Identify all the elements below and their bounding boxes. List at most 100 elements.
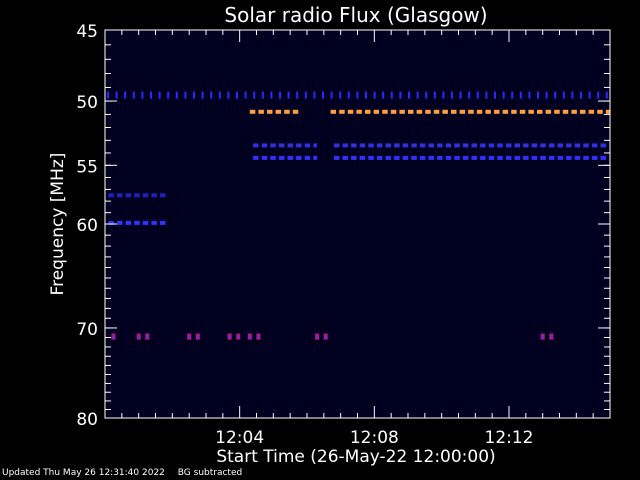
x-tick-label: 12:04	[215, 428, 264, 448]
texture-stripe	[271, 31, 272, 417]
feature-dash	[142, 220, 149, 225]
feature-dash	[583, 155, 589, 160]
texture-stripe	[403, 31, 404, 417]
texture-stripe	[295, 31, 296, 417]
feature-dash	[605, 109, 610, 114]
feature-tick	[502, 91, 505, 99]
feature-dash	[419, 143, 426, 148]
feature-tick	[193, 91, 195, 99]
texture-stripe	[179, 31, 180, 417]
y-tick-label: 60	[76, 216, 98, 236]
feature-dash	[249, 109, 256, 114]
feature-burst-core	[196, 335, 199, 339]
texture-stripe	[543, 31, 544, 417]
feature-tick	[175, 91, 178, 99]
feature-dash	[278, 143, 285, 148]
texture-stripe	[539, 31, 540, 417]
texture-stripe	[483, 31, 484, 417]
feature-dash	[557, 143, 563, 148]
texture-stripe	[219, 31, 220, 417]
feature-dash	[433, 109, 440, 114]
texture-stripe	[383, 31, 384, 417]
texture-stripe	[235, 31, 236, 417]
feature-tick	[459, 91, 462, 99]
texture-stripe	[223, 31, 224, 417]
texture-stripe	[335, 31, 336, 417]
texture-stripe	[359, 31, 360, 417]
feature-dash	[411, 155, 417, 160]
feature-dash	[142, 193, 149, 198]
feature-dash	[566, 155, 572, 160]
feature-dash	[385, 143, 391, 148]
feature-tick	[597, 91, 600, 99]
y-tick-label: 50	[76, 93, 98, 113]
feature-tick	[132, 91, 135, 99]
y-tick-label: 80	[76, 410, 98, 430]
feature-dash	[528, 109, 534, 114]
texture-stripe	[251, 31, 252, 417]
feature-dash	[531, 155, 538, 160]
feature-dash	[494, 109, 500, 114]
feature-dash	[385, 155, 391, 160]
feature-dash	[339, 109, 345, 114]
texture-stripe	[491, 31, 492, 417]
feature-dash	[108, 220, 114, 225]
feature-tick	[158, 91, 161, 99]
texture-stripe	[447, 31, 448, 417]
texture-stripe	[175, 31, 176, 417]
texture-stripe	[531, 31, 532, 417]
feature-dash	[514, 155, 520, 160]
texture-stripe	[571, 31, 572, 417]
feature-tick	[296, 91, 299, 99]
feature-dash	[368, 143, 374, 148]
texture-stripe	[411, 31, 412, 417]
x-tick-label: 12:08	[350, 428, 399, 448]
feature-burst-core	[316, 335, 319, 339]
feature-tick	[339, 91, 342, 99]
feature-tick	[399, 91, 402, 99]
texture-stripe	[171, 31, 172, 417]
feature-11	[187, 333, 200, 340]
feature-dash	[511, 109, 517, 114]
feature-dash	[402, 143, 409, 148]
feature-dash	[160, 220, 166, 225]
texture-stripe	[459, 31, 460, 417]
feature-tick	[485, 91, 488, 99]
feature-dash	[394, 143, 400, 148]
feature-dash	[514, 143, 520, 148]
feature-tick	[184, 91, 187, 99]
texture-stripe	[355, 31, 356, 417]
feature-dash	[270, 155, 276, 160]
feature-dash	[253, 143, 259, 148]
feature-dash	[459, 109, 466, 114]
texture-stripe	[503, 31, 504, 417]
feature-dash	[382, 109, 388, 114]
feature-tick	[442, 91, 445, 99]
feature-burst-core	[324, 335, 327, 339]
plot-area	[104, 29, 611, 419]
feature-tick	[365, 91, 367, 99]
feature-dash	[451, 109, 457, 114]
feature-burst-core	[541, 335, 544, 339]
feature-tick	[107, 91, 109, 99]
feature-dash	[502, 109, 509, 114]
feature-dash	[571, 109, 577, 114]
feature-tick	[356, 91, 359, 99]
feature-dash	[468, 109, 474, 114]
feature-dash	[600, 143, 606, 148]
feature-burst-core	[146, 335, 149, 339]
feature-dash	[445, 143, 452, 148]
feature-tick	[494, 91, 496, 99]
feature-12	[227, 333, 241, 340]
feature-tick	[580, 91, 582, 99]
feature-dash	[505, 143, 512, 148]
texture-stripe	[519, 31, 520, 417]
texture-stripe	[267, 31, 268, 417]
feature-dash	[445, 155, 452, 160]
texture-stripe	[563, 31, 564, 417]
background-texture	[107, 31, 608, 417]
feature-4	[333, 143, 606, 148]
feature-dash	[390, 109, 397, 114]
feature-dash	[342, 143, 348, 148]
feature-dash	[351, 143, 357, 148]
